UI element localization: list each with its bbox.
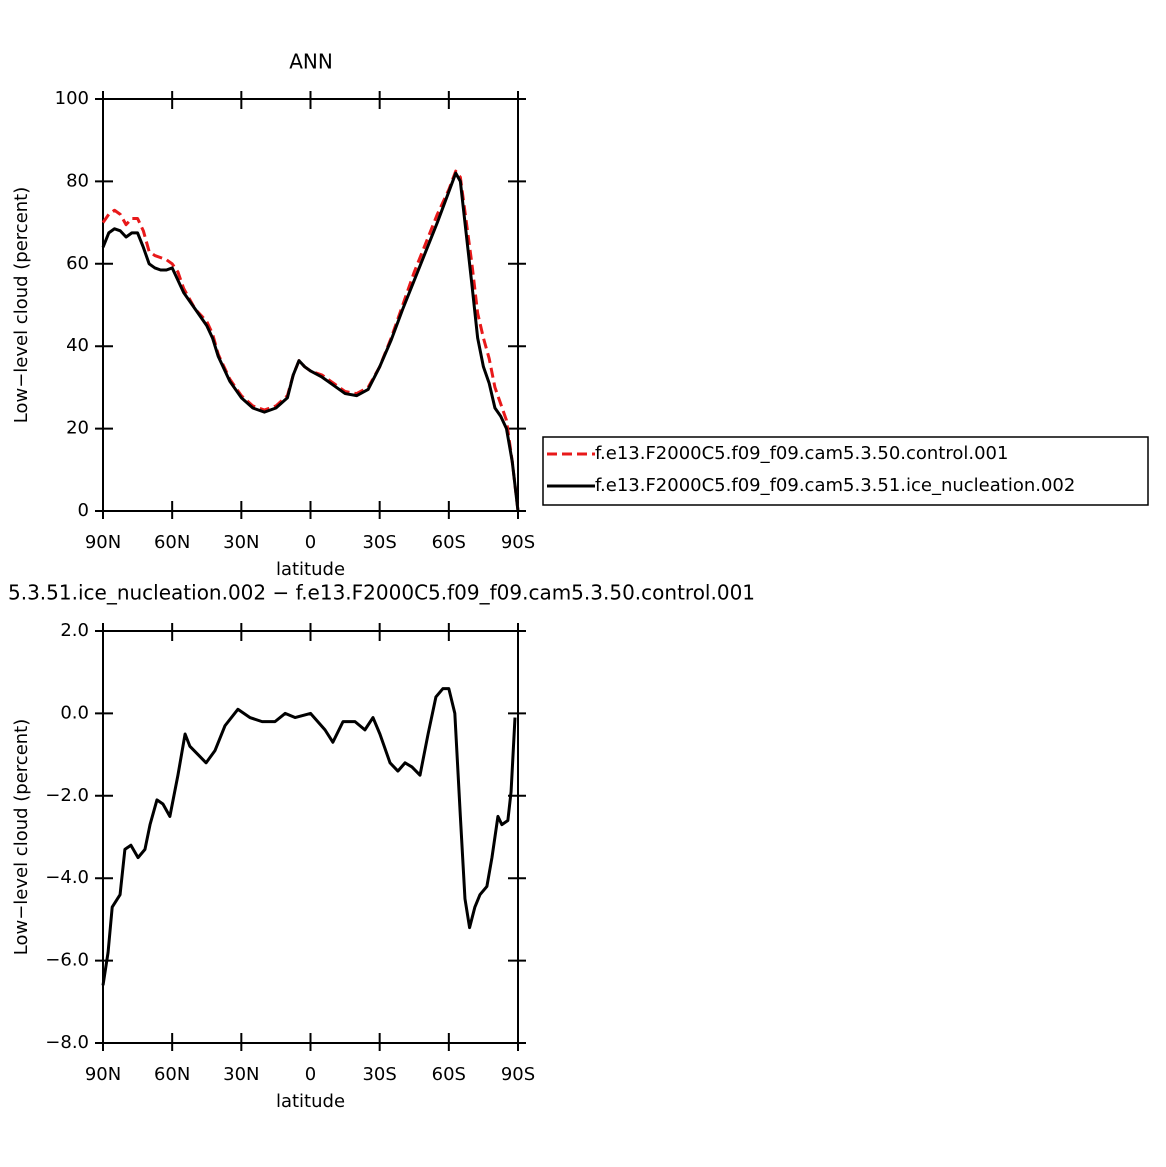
y-tick-label: 2.0: [60, 620, 89, 641]
y-tick-label: −8.0: [45, 1032, 89, 1053]
x-tick-label: 60N: [154, 532, 190, 553]
series-line: [101, 687, 517, 986]
x-tick-label: 60S: [432, 1064, 466, 1085]
y-tick-label: 0: [78, 500, 89, 521]
x-tick-label: 0: [305, 532, 316, 553]
chart-title: 5.3.51.ice_nucleation.002 − f.e13.F2000C…: [8, 581, 755, 605]
x-axis-label: latitude: [276, 559, 345, 580]
x-tick-label: 30N: [223, 1064, 259, 1085]
y-tick-label: 40: [66, 335, 89, 356]
y-tick-label: −6.0: [45, 950, 89, 971]
y-tick-label: 60: [66, 253, 89, 274]
x-tick-label: 30S: [362, 1064, 396, 1085]
y-tick-label: 0.0: [60, 702, 89, 723]
plot-frame: [102, 630, 519, 1044]
chart-title: ANN: [289, 50, 333, 74]
x-tick-label: 30S: [362, 532, 396, 553]
x-tick-label: 60S: [432, 532, 466, 553]
x-tick-label: 60N: [154, 1064, 190, 1085]
y-tick-label: 100: [55, 88, 89, 109]
y-axis-label: Low−level cloud (percent): [11, 719, 32, 956]
x-tick-label: 90N: [85, 1064, 121, 1085]
y-tick-label: −4.0: [45, 867, 89, 888]
x-tick-label: 0: [305, 1064, 316, 1085]
y-axis-label: Low−level cloud (percent): [11, 187, 32, 424]
legend-label: f.e13.F2000C5.f09_f09.cam5.3.50.control.…: [595, 443, 1008, 464]
x-tick-label: 30N: [223, 532, 259, 553]
y-tick-label: −2.0: [45, 785, 89, 806]
series-line: [101, 171, 520, 512]
x-tick-label: 90S: [501, 1064, 535, 1085]
legend-label: f.e13.F2000C5.f09_f09.cam5.3.51.ice_nucl…: [595, 475, 1075, 496]
x-axis-label: latitude: [276, 1091, 345, 1112]
x-tick-label: 90S: [501, 532, 535, 553]
plot-frame: [102, 98, 519, 512]
y-tick-label: 80: [66, 170, 89, 191]
y-tick-label: 20: [66, 418, 89, 439]
x-tick-label: 90N: [85, 532, 121, 553]
legend-box: [542, 436, 1149, 506]
series-line: [101, 169, 520, 512]
